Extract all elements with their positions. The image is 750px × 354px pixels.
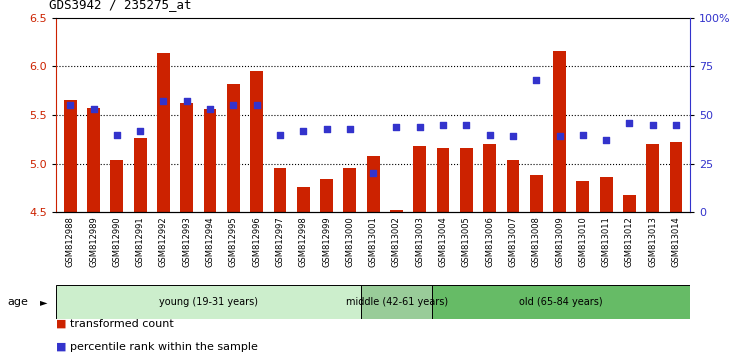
Text: percentile rank within the sample: percentile rank within the sample (70, 342, 258, 352)
Bar (390, 210, 403, 212)
Text: GSM813006: GSM813006 (485, 216, 494, 267)
Text: GSM813001: GSM813001 (368, 216, 377, 267)
Bar (362, 285, 432, 319)
Text: GSM813004: GSM813004 (439, 216, 448, 267)
Text: GSM812996: GSM812996 (252, 216, 261, 267)
Text: old (65-84 years): old (65-84 years) (519, 297, 603, 307)
Text: GSM812999: GSM812999 (322, 216, 331, 267)
Text: GSM812992: GSM812992 (159, 216, 168, 267)
Bar (483, 144, 496, 212)
Bar (157, 53, 170, 212)
Text: GSM813003: GSM813003 (416, 216, 424, 267)
Bar (670, 142, 682, 212)
Text: ■: ■ (56, 342, 67, 352)
Text: GSM812995: GSM812995 (229, 216, 238, 267)
Text: young (19-31 years): young (19-31 years) (159, 297, 258, 307)
Bar (203, 109, 217, 212)
Bar (623, 195, 636, 212)
Bar (56, 285, 362, 319)
Bar (180, 103, 194, 212)
Text: ►: ► (40, 297, 47, 307)
Bar (436, 148, 449, 212)
Point (274, 132, 286, 137)
Text: GSM813007: GSM813007 (509, 216, 518, 267)
Text: GSM813013: GSM813013 (648, 216, 657, 267)
Point (646, 122, 658, 128)
Text: GSM813011: GSM813011 (602, 216, 610, 267)
Text: ■: ■ (56, 319, 67, 329)
Text: GSM812997: GSM812997 (275, 216, 284, 267)
Point (320, 126, 332, 131)
Bar (274, 167, 286, 212)
Point (344, 126, 355, 131)
Bar (432, 285, 690, 319)
Point (251, 103, 262, 108)
Bar (367, 156, 380, 212)
Point (437, 122, 449, 128)
Point (507, 133, 519, 139)
Point (181, 98, 193, 104)
Text: transformed count: transformed count (70, 319, 173, 329)
Bar (344, 167, 356, 212)
Text: GSM813008: GSM813008 (532, 216, 541, 267)
Point (484, 132, 496, 137)
Bar (251, 71, 263, 212)
Text: GSM813002: GSM813002 (392, 216, 401, 267)
Point (460, 122, 472, 128)
Text: GSM813005: GSM813005 (462, 216, 471, 267)
Bar (413, 146, 426, 212)
Bar (506, 160, 519, 212)
Bar (297, 187, 310, 212)
Text: GSM813012: GSM813012 (625, 216, 634, 267)
Point (158, 98, 170, 104)
Bar (460, 148, 472, 212)
Bar (553, 51, 566, 212)
Bar (110, 160, 123, 212)
Bar (134, 138, 146, 212)
Text: age: age (8, 297, 28, 307)
Point (134, 128, 146, 133)
Point (623, 120, 635, 126)
Text: GSM812988: GSM812988 (66, 216, 75, 267)
Bar (530, 175, 543, 212)
Point (111, 132, 123, 137)
Text: GSM812993: GSM812993 (182, 216, 191, 267)
Text: GSM813000: GSM813000 (345, 216, 354, 267)
Bar (227, 84, 240, 212)
Point (391, 124, 403, 130)
Point (64, 103, 76, 108)
Text: GSM813010: GSM813010 (578, 216, 587, 267)
Text: GSM812991: GSM812991 (136, 216, 145, 267)
Point (367, 171, 379, 176)
Point (414, 124, 426, 130)
Text: GSM812998: GSM812998 (298, 216, 307, 267)
Bar (64, 101, 76, 212)
Text: middle (42-61 years): middle (42-61 years) (346, 297, 448, 307)
Point (577, 132, 589, 137)
Point (554, 133, 566, 139)
Point (227, 103, 239, 108)
Point (530, 77, 542, 83)
Bar (577, 181, 590, 212)
Point (670, 122, 682, 128)
Point (600, 137, 612, 143)
Bar (87, 108, 100, 212)
Bar (646, 144, 659, 212)
Text: GSM812989: GSM812989 (89, 216, 98, 267)
Point (204, 106, 216, 112)
Text: GSM813009: GSM813009 (555, 216, 564, 267)
Bar (600, 177, 613, 212)
Point (88, 106, 100, 112)
Text: GSM812990: GSM812990 (112, 216, 122, 267)
Bar (320, 179, 333, 212)
Point (297, 128, 309, 133)
Text: GSM812994: GSM812994 (206, 216, 214, 267)
Text: GSM813014: GSM813014 (671, 216, 680, 267)
Text: GDS3942 / 235275_at: GDS3942 / 235275_at (49, 0, 191, 11)
